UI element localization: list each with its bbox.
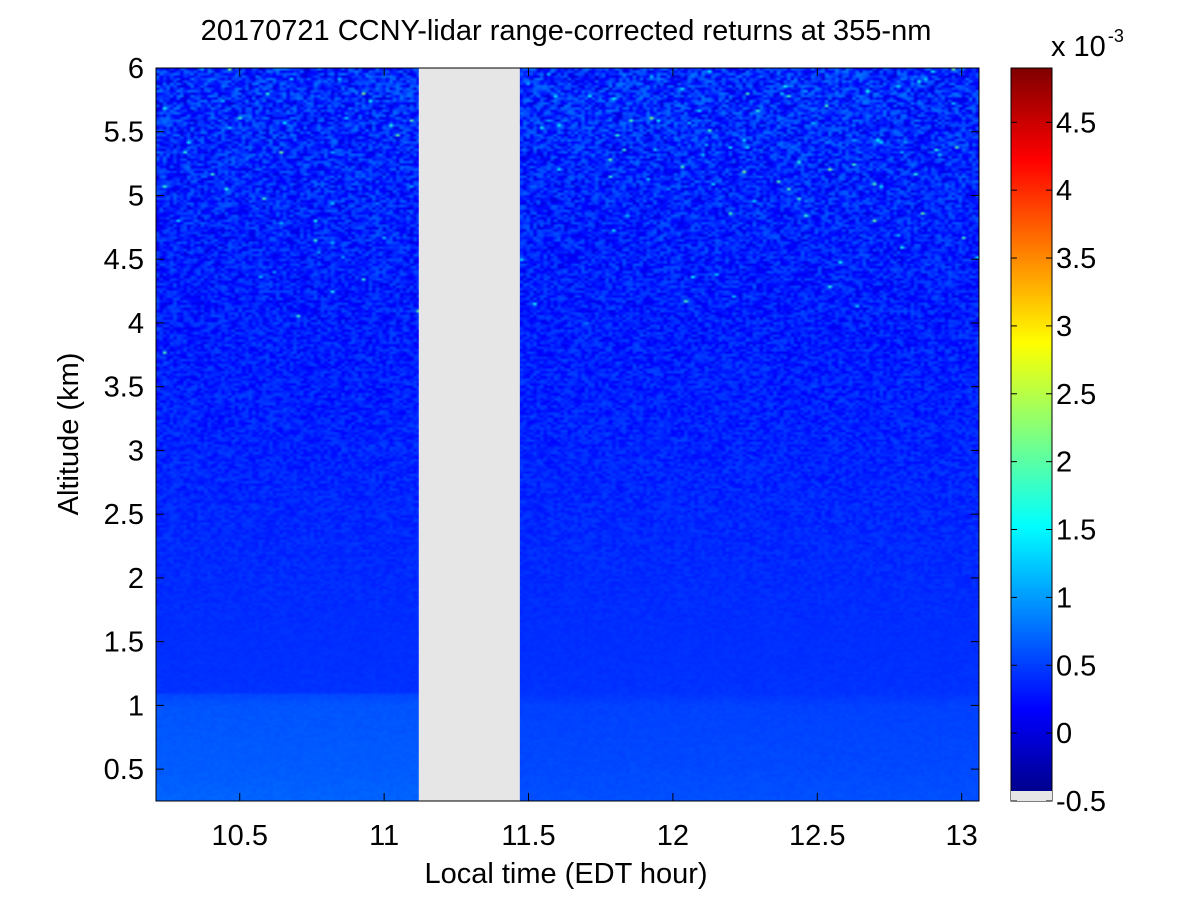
plot-area: 10.5 11 11.5 12 12.5 13 0.511.522.533.544.555… <box>104 53 980 852</box>
colorbar-ticks: -0.5 0 0.5 1 1.5 2 2.5 3 3.5 4 4.5 <box>1011 107 1106 818</box>
y-tick-label: 3 <box>128 435 144 467</box>
colorbar-tick-label: 3 <box>1056 311 1072 343</box>
y-axis-ticks: 0.5 1 1.5 2 2.5 3 3.5 4 4.5 5 5.5 6 <box>104 53 979 786</box>
x-tick-label: 11 <box>369 820 399 852</box>
x-tick-label: 12.5 <box>789 820 845 852</box>
x-tick-label: 13 <box>946 820 978 852</box>
x-tick-label: 12 <box>657 820 689 852</box>
y-tick-label: 1.5 <box>104 627 144 659</box>
colorbar-tick-label: 2 <box>1056 447 1072 479</box>
colorbar-multiplier-base: x 10 <box>1051 31 1106 63</box>
y-tick-label: 4 <box>128 308 144 340</box>
colorbar-tick-label: 0 <box>1056 718 1072 750</box>
y-tick-label: 2 <box>128 563 144 595</box>
colorbar-tick-label: 3.5 <box>1056 243 1096 275</box>
colorbar-multiplier-exponent: -3 <box>1108 26 1124 46</box>
colorbar-tick-label: 4.5 <box>1056 107 1096 139</box>
x-tick-label: 10.5 <box>212 820 268 852</box>
colorbar-tick-label: 1.5 <box>1056 515 1096 547</box>
colorbar-tick-label: 4 <box>1056 175 1072 207</box>
y-tick-label: 0.5 <box>104 754 144 786</box>
colorbar-gradient <box>1011 68 1052 801</box>
y-tick-label: 2.5 <box>104 499 144 531</box>
chart-title: 20170721 CCNY-lidar range-corrected retu… <box>201 15 932 47</box>
colorbar: -0.5 0 0.5 1 1.5 2 2.5 3 3.5 4 4.5 x 10 -3 <box>1010 26 1124 818</box>
colorbar-multiplier: x 10 -3 <box>1051 26 1124 63</box>
y-tick-label: 1 <box>128 690 144 722</box>
colorbar-tick-label: 2.5 <box>1056 379 1096 411</box>
colorbar-below-range-swatch <box>1011 791 1052 801</box>
colorbar-tick-label: 1 <box>1056 582 1072 614</box>
x-tick-label: 11.5 <box>501 820 555 852</box>
y-axis-label: Altitude (km) <box>53 353 85 516</box>
y-tick-label: 5.5 <box>104 117 144 149</box>
y-tick-label: 3.5 <box>104 372 144 404</box>
heatmap-field <box>156 68 979 801</box>
y-tick-label: 6 <box>128 53 144 85</box>
y-tick-label: 4.5 <box>104 244 144 276</box>
colorbar-tick-label: 0.5 <box>1056 650 1096 682</box>
y-tick-label: 5 <box>128 180 144 212</box>
x-axis-label: Local time (EDT hour) <box>424 858 707 890</box>
x-axis-ticks: 10.5 11 11.5 12 12.5 13 <box>212 68 978 852</box>
colorbar-tick-label: -0.5 <box>1056 786 1106 818</box>
plot-frame <box>155 67 980 802</box>
data-gap-band <box>418 68 520 801</box>
